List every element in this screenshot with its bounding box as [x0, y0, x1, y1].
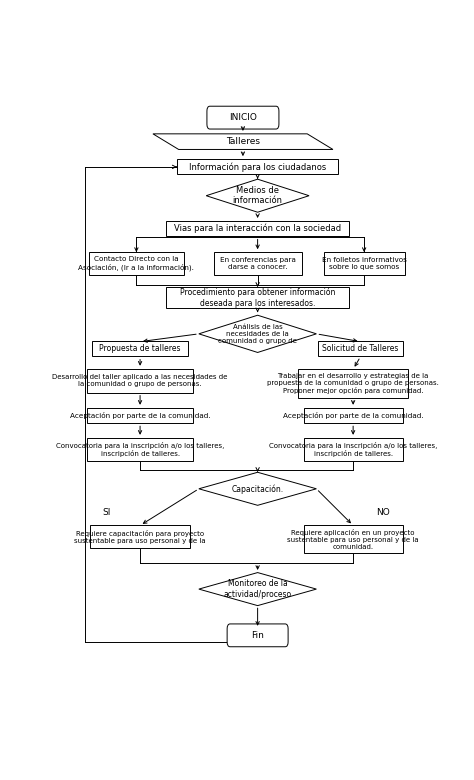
Polygon shape — [199, 315, 317, 353]
Text: NO: NO — [375, 508, 390, 516]
Bar — [87, 438, 193, 460]
Text: En conferencias para
darse a conocer.: En conferencias para darse a conocer. — [219, 257, 296, 270]
Text: Desarrollo del taller aplicado a las necesidades de
la comunidad o grupo de pers: Desarrollo del taller aplicado a las nec… — [53, 374, 228, 387]
Text: Solicitud de Talleres: Solicitud de Talleres — [322, 344, 399, 353]
Bar — [318, 342, 403, 356]
Text: Requiere aplicación en un proyecto
sustentable para uso personal y de la
comunid: Requiere aplicación en un proyecto suste… — [287, 529, 419, 550]
Text: Monitoreo de la
actividad/proceso: Monitoreo de la actividad/proceso — [224, 580, 292, 599]
Bar — [166, 222, 349, 236]
Bar — [89, 252, 184, 275]
Text: Convocatoria para la inscripción a/o los talleres,
inscripción de talleres.: Convocatoria para la inscripción a/o los… — [56, 441, 224, 457]
Polygon shape — [199, 472, 317, 505]
Bar — [91, 526, 190, 548]
Bar — [92, 342, 188, 356]
Bar — [87, 369, 193, 392]
Text: Análisis de las
necesidades de la
comunidad o grupo de: Análisis de las necesidades de la comuni… — [218, 324, 297, 344]
Text: SI: SI — [103, 508, 111, 516]
Text: Talleres: Talleres — [226, 137, 260, 146]
Text: Aceptación por parte de la comunidad.: Aceptación por parte de la comunidad. — [70, 412, 210, 419]
Text: Propuesta de talleres: Propuesta de talleres — [100, 344, 181, 353]
Text: Requiere capacitación para proyecto
sustentable para uso personal y de la: Requiere capacitación para proyecto sust… — [74, 530, 206, 544]
Bar — [303, 438, 403, 460]
Bar — [303, 408, 403, 423]
Bar — [166, 287, 349, 308]
Text: Trabajar en el desarrollo y estrategias de la
propuesta de la comunidad o grupo : Trabajar en el desarrollo y estrategias … — [267, 373, 439, 394]
Text: Fin: Fin — [251, 631, 264, 640]
Text: Convocatoria para la inscripción a/o los talleres,
inscripción de talleres.: Convocatoria para la inscripción a/o los… — [269, 441, 438, 457]
Text: Contacto Directo con la
Asociación, (Ir a la información).: Contacto Directo con la Asociación, (Ir … — [79, 256, 194, 271]
Text: Aceptación por parte de la comunidad.: Aceptación por parte de la comunidad. — [283, 412, 423, 419]
Text: Capacitación.: Capacitación. — [232, 484, 283, 494]
Bar — [177, 159, 338, 175]
FancyBboxPatch shape — [207, 106, 279, 129]
Bar — [324, 252, 405, 275]
Bar — [213, 252, 301, 275]
Text: Medios de
información: Medios de información — [233, 186, 283, 205]
Bar — [87, 408, 193, 423]
Text: Procedimiento para obtener información
deseada para los interesados.: Procedimiento para obtener información d… — [180, 288, 335, 308]
Polygon shape — [199, 573, 317, 605]
Text: En folletos informativos
sobre lo que somos: En folletos informativos sobre lo que so… — [322, 257, 407, 270]
FancyBboxPatch shape — [227, 624, 288, 647]
Text: INICIO: INICIO — [229, 113, 257, 122]
Bar — [303, 526, 403, 553]
Text: Información para los ciudadanos: Información para los ciudadanos — [189, 162, 326, 172]
Polygon shape — [206, 179, 309, 212]
Bar — [298, 369, 408, 398]
Polygon shape — [153, 134, 333, 150]
Text: Vias para la interacción con la sociedad: Vias para la interacción con la sociedad — [174, 224, 341, 233]
